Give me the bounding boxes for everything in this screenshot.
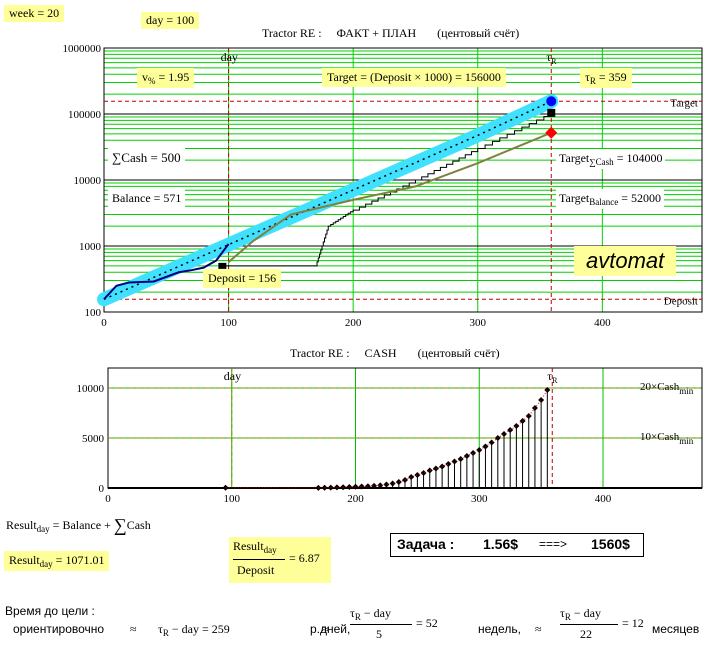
x-tick-label: 200 bbox=[347, 493, 364, 505]
day-marker-label: day bbox=[224, 369, 241, 383]
target-cash-label: Target∑Cash = 104000 bbox=[556, 149, 666, 169]
deposit-label: Deposit = 156 bbox=[203, 269, 282, 288]
cash-point bbox=[364, 483, 371, 490]
fact-line bbox=[103, 243, 230, 300]
approx-sign-3: ≈ bbox=[535, 622, 542, 636]
deposit-line-label: Deposit bbox=[664, 295, 698, 307]
cash-point bbox=[525, 413, 532, 419]
cash-line bbox=[222, 112, 552, 267]
time-to-goal-approx: ориентировочно bbox=[13, 622, 105, 636]
cash-end-marker bbox=[547, 108, 556, 117]
result-deposit-ratio: Resultday Deposit = 6.87 bbox=[229, 537, 331, 583]
day-marker-label: day bbox=[221, 50, 238, 64]
v-percent-label: v% = 1.95 bbox=[137, 68, 195, 88]
cash-point bbox=[426, 467, 433, 474]
time-to-goal-heading: Время до цели : bbox=[5, 604, 95, 618]
chart1-title: Tractor RE : ФАКТ + ПЛАН (центовый счёт) bbox=[262, 26, 520, 40]
mode-label: avtomat bbox=[574, 246, 677, 276]
time-weeks-unit: недель, bbox=[478, 622, 521, 636]
cash-point bbox=[383, 481, 390, 488]
plot-frame bbox=[103, 47, 703, 313]
y-tick-label: 100 bbox=[85, 307, 102, 319]
y-tick-label: 5000 bbox=[82, 433, 105, 445]
time-weeks: τR − day 5 = 52 bbox=[350, 606, 438, 641]
result-value: Resultday = 1071.01 bbox=[4, 551, 110, 571]
week-label: week = 20 bbox=[4, 5, 65, 22]
cash-point bbox=[501, 431, 507, 437]
task-box: Задача : 1.56$ ===> 1560$ bbox=[390, 533, 644, 557]
y-tick-label: 10000 bbox=[77, 383, 105, 395]
deposit-start-marker bbox=[218, 262, 227, 269]
cash-envelope bbox=[225, 389, 548, 489]
cash-point bbox=[377, 482, 384, 489]
x-tick-label: 300 bbox=[471, 493, 488, 505]
cash-point bbox=[408, 474, 415, 480]
day-label: day = 100 bbox=[141, 12, 200, 29]
tau-marker-label: τR bbox=[546, 50, 557, 66]
cash-chart: 0 100 200 300 400 0 5000 10000 20×Cashmin 10×Cash… bbox=[77, 367, 703, 505]
plot-frame bbox=[107, 367, 703, 489]
time-days-unit: р.дней, bbox=[310, 622, 351, 636]
x-tick-label: 100 bbox=[220, 317, 237, 329]
sum-cash-label: ∑Cash = 500 bbox=[108, 148, 185, 168]
cash-point bbox=[371, 482, 378, 489]
cash-point bbox=[389, 480, 396, 487]
x-tick-label: 0 bbox=[105, 493, 111, 505]
cash-point bbox=[451, 458, 458, 465]
cash10-label: 10×Cashmin bbox=[640, 431, 694, 446]
y-tick-label: 10000 bbox=[74, 175, 102, 187]
plan-line bbox=[103, 100, 552, 300]
cash-point bbox=[513, 423, 520, 429]
cash-point bbox=[470, 450, 477, 456]
tau-label: τR = 359 bbox=[580, 68, 632, 88]
time-months: τR − day 22 = 12 bbox=[560, 606, 644, 641]
cash-point bbox=[457, 456, 464, 462]
x-tick-label: 300 bbox=[470, 317, 487, 329]
cash-point bbox=[488, 439, 495, 446]
balance-line bbox=[227, 131, 552, 263]
y-tick-label: 100000 bbox=[68, 109, 102, 121]
chart2-title: Tractor RE : CASH (центовый счёт) bbox=[290, 346, 500, 360]
balance-label: Balance = 571 bbox=[108, 189, 186, 208]
y-tick-label: 1000 bbox=[79, 241, 102, 253]
result-definition: Resultday = Balance + ∑Cash bbox=[6, 515, 151, 535]
target-line-label: Target bbox=[670, 97, 698, 109]
cash-point bbox=[315, 484, 322, 491]
tau-marker-label: τR bbox=[547, 369, 558, 385]
cash-point bbox=[538, 397, 545, 403]
cash-point bbox=[395, 479, 402, 485]
cash-point bbox=[358, 483, 365, 490]
x-tick-label: 0 bbox=[101, 317, 107, 329]
time-months-unit: месяцев bbox=[652, 622, 700, 636]
cash-point bbox=[544, 387, 551, 393]
x-tick-label: 400 bbox=[595, 493, 612, 505]
approx-sign-2: ≈ bbox=[322, 622, 329, 636]
cash-point bbox=[420, 470, 427, 476]
target-formula-label: Target = (Deposit × 1000) = 156000 bbox=[322, 68, 506, 87]
approx-sign-1: ≈ bbox=[130, 622, 137, 636]
cash-point bbox=[445, 461, 452, 467]
x-tick-label: 400 bbox=[594, 317, 611, 329]
cash20-label: 20×Cashmin bbox=[640, 381, 694, 396]
time-days: τR − day = 259 bbox=[158, 622, 230, 638]
y-tick-label: 1000000 bbox=[63, 43, 102, 55]
cash-point bbox=[476, 447, 483, 453]
target-end-marker bbox=[546, 96, 557, 107]
y-tick-label: 0 bbox=[99, 483, 105, 495]
cash-point bbox=[414, 472, 421, 478]
x-tick-label: 100 bbox=[224, 493, 241, 505]
x-tick-label: 200 bbox=[345, 317, 362, 329]
target-balance-label: TargetBalance = 52000 bbox=[556, 189, 665, 209]
